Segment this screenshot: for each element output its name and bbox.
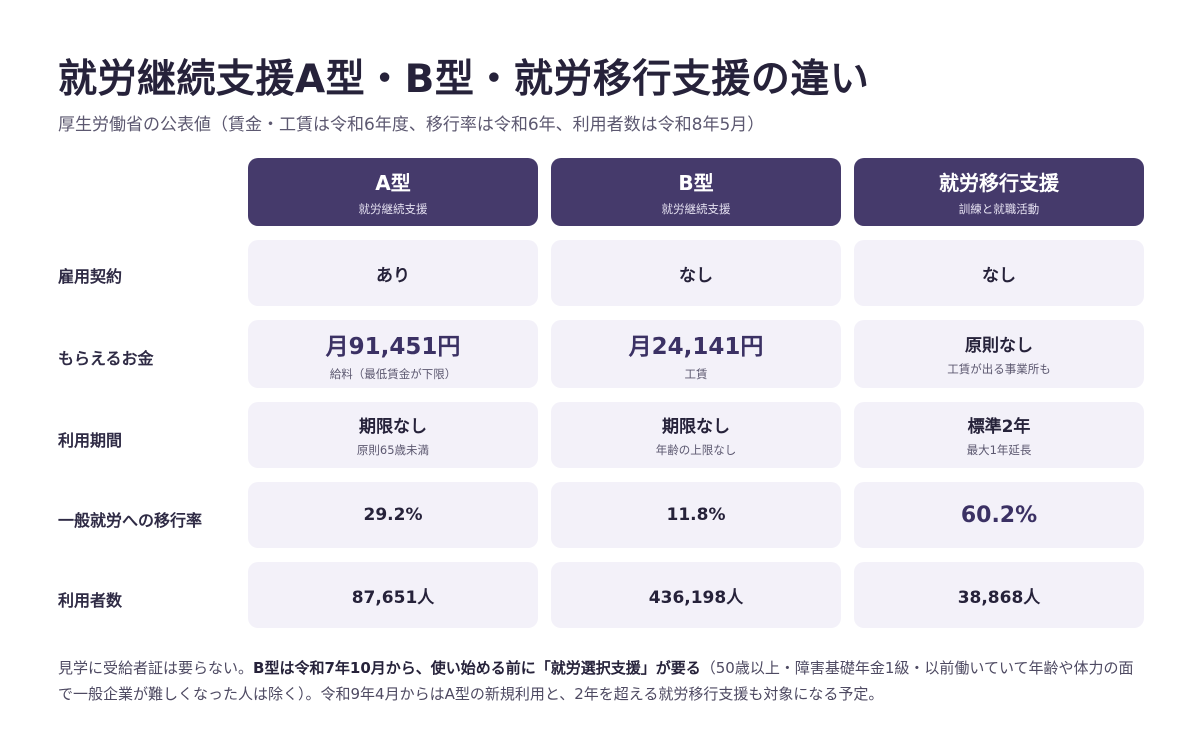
- column-title: A型: [375, 171, 411, 195]
- row-label-user-count: 利用者数: [58, 591, 123, 610]
- page-subtitle: 厚生労働省の公表値（賃金・工賃は令和6年度、移行率は令和6年、利用者数は令和8年…: [58, 115, 765, 135]
- footer-emphasis: B型は令和7年10月から、使い始める前に「就労選択支援」が要る: [253, 659, 701, 677]
- cell-users-a: 87,651人: [248, 562, 538, 628]
- column-subtitle: 就労継続支援: [358, 202, 428, 216]
- cell-period-b: 期限なし 年齢の上限なし: [551, 402, 841, 468]
- cell-value: 原則なし: [965, 336, 1033, 356]
- cell-value: 11.8%: [666, 505, 726, 525]
- row-label-employment-contract: 雇用契約: [58, 267, 123, 286]
- cell-employment-a: あり: [248, 240, 538, 306]
- footer-note: 見学に受給者証は要らない。B型は令和7年10月から、使い始める前に「就労選択支援…: [58, 655, 1148, 707]
- cell-employment-b: なし: [551, 240, 841, 306]
- cell-income-b: 月24,141円 工賃: [551, 320, 841, 388]
- cell-note: 工賃が出る事業所も: [947, 362, 1051, 376]
- column-title: B型: [678, 171, 714, 195]
- cell-value: 標準2年: [967, 417, 1031, 437]
- footer-text: 見学に受給者証は要らない。: [58, 659, 254, 677]
- cell-value: なし: [679, 265, 713, 286]
- cell-employment-transition: なし: [854, 240, 1144, 306]
- column-header-b: B型 就労継続支援: [551, 158, 841, 226]
- cell-users-b: 436,198人: [551, 562, 841, 628]
- cell-period-transition: 標準2年 最大1年延長: [854, 402, 1144, 468]
- cell-users-transition: 38,868人: [854, 562, 1144, 628]
- cell-note: 原則65歳未満: [356, 443, 430, 457]
- cell-value: 60.2%: [960, 502, 1038, 528]
- cell-value: 期限なし: [359, 417, 427, 437]
- cell-value: なし: [982, 265, 1016, 286]
- cell-income-a: 月91,451円 給料（最低賃金が下限）: [248, 320, 538, 388]
- cell-value: 月24,141円: [628, 333, 764, 360]
- cell-rate-a: 29.2%: [248, 482, 538, 548]
- cell-value: 29.2%: [363, 505, 423, 525]
- cell-value: 月91,451円: [325, 333, 461, 360]
- column-subtitle: 訓練と就職活動: [958, 202, 1040, 216]
- cell-value: 436,198人: [648, 587, 744, 608]
- row-label-income: もらえるお金: [58, 349, 154, 368]
- column-header-a: A型 就労継続支援: [248, 158, 538, 226]
- footer-text: （50歳以上・障害基礎年金1級・以前働いていて年齢や体力の面で一般企業が難しくな…: [58, 659, 1134, 703]
- column-subtitle: 就労継続支援: [661, 202, 731, 216]
- cell-note: 工賃: [684, 366, 708, 381]
- cell-note: 最大1年延長: [966, 443, 1032, 457]
- cell-value: あり: [376, 265, 410, 286]
- row-label-transition-rate: 一般就労への移行率: [58, 511, 203, 530]
- row-label-usage-period: 利用期間: [58, 431, 123, 450]
- cell-rate-transition: 60.2%: [854, 482, 1144, 548]
- cell-value: 87,651人: [351, 587, 435, 608]
- cell-income-transition: 原則なし 工賃が出る事業所も: [854, 320, 1144, 388]
- cell-rate-b: 11.8%: [551, 482, 841, 548]
- cell-period-a: 期限なし 原則65歳未満: [248, 402, 538, 468]
- page-title: 就労継続支援A型・B型・就労移行支援の違い: [58, 57, 870, 102]
- cell-value: 期限なし: [662, 417, 730, 437]
- column-title: 就労移行支援: [939, 171, 1059, 195]
- column-header-transition: 就労移行支援 訓練と就職活動: [854, 158, 1144, 226]
- cell-value: 38,868人: [957, 587, 1041, 608]
- cell-note: 年齢の上限なし: [655, 443, 737, 457]
- cell-note: 給料（最低賃金が下限）: [329, 366, 457, 381]
